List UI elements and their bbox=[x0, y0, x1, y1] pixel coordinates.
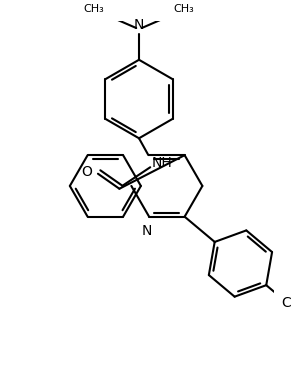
Text: CH₃: CH₃ bbox=[173, 4, 194, 14]
Text: N: N bbox=[142, 224, 152, 238]
Text: CH₃: CH₃ bbox=[84, 4, 105, 14]
Text: Cl: Cl bbox=[281, 296, 292, 310]
Text: O: O bbox=[81, 165, 92, 179]
Text: NH: NH bbox=[152, 156, 173, 170]
Text: N: N bbox=[134, 18, 144, 32]
